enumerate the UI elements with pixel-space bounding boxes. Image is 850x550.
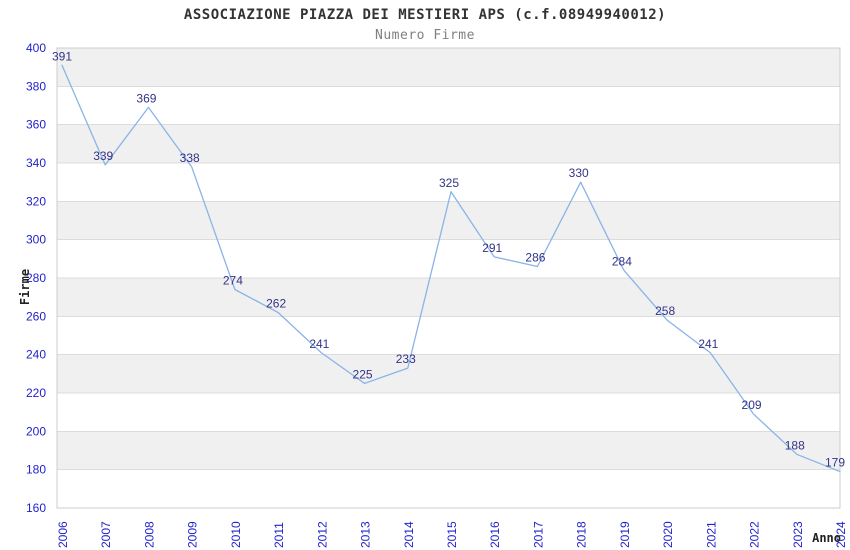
plot-border — [56, 47, 841, 509]
data-label: 225 — [353, 367, 373, 381]
x-tick-label: 2022 — [748, 521, 762, 548]
x-tick-label: 2017 — [531, 521, 545, 548]
data-label: 291 — [482, 241, 502, 255]
x-tick-label: 2010 — [229, 521, 243, 548]
data-label: 391 — [52, 49, 72, 63]
x-tick-label: 2016 — [488, 521, 502, 548]
x-tick-label: 2013 — [359, 521, 373, 548]
data-label: 330 — [569, 166, 589, 180]
y-tick-label: 380 — [26, 79, 46, 93]
data-label: 258 — [655, 304, 675, 318]
data-label: 325 — [439, 176, 459, 190]
x-tick-label: 2015 — [445, 521, 459, 548]
y-tick-label: 200 — [26, 424, 46, 438]
plot-band — [57, 124, 840, 163]
y-tick-label: 320 — [26, 194, 46, 208]
x-tick-label: 2009 — [186, 521, 200, 548]
data-label: 233 — [396, 352, 416, 366]
x-tick-label: 2011 — [272, 522, 286, 548]
data-label: 369 — [136, 91, 156, 105]
y-tick-label: 180 — [26, 463, 46, 477]
y-tick-label: 360 — [26, 118, 46, 132]
y-tick-label: 300 — [26, 233, 46, 247]
x-tick-label: 2020 — [661, 521, 675, 548]
x-tick-label: 2018 — [575, 521, 589, 548]
x-tick-label: 2023 — [791, 521, 805, 548]
x-tick-label: 2021 — [704, 521, 718, 548]
y-tick-label: 220 — [26, 386, 46, 400]
data-label: 286 — [525, 251, 545, 265]
plot-band — [57, 201, 840, 240]
x-tick-label: 2024 — [834, 521, 848, 548]
y-tick-label: 340 — [26, 156, 46, 170]
x-tick-label: 2007 — [99, 521, 113, 548]
x-tick-label: 2012 — [315, 521, 329, 548]
x-axis-title: Anno — [812, 531, 841, 545]
data-label: 179 — [825, 456, 845, 470]
data-label: 188 — [785, 438, 805, 452]
x-tick-label: 2019 — [618, 521, 632, 548]
data-label: 209 — [742, 398, 762, 412]
y-tick-label: 260 — [26, 309, 46, 323]
y-tick-label: 240 — [26, 348, 46, 362]
data-label: 241 — [698, 337, 718, 351]
x-tick-label: 2008 — [142, 521, 156, 548]
plot-band — [57, 354, 840, 393]
series-line — [61, 64, 841, 473]
x-tick-label: 2014 — [402, 521, 416, 548]
data-label: 339 — [93, 149, 113, 163]
x-tick-label: 2006 — [56, 521, 70, 548]
data-label: 262 — [266, 297, 286, 311]
chart-title: ASSOCIAZIONE PIAZZA DEI MESTIERI APS (c.… — [183, 7, 667, 23]
data-label: 284 — [612, 254, 632, 268]
y-tick-label: 280 — [26, 271, 46, 285]
y-tick-label: 160 — [26, 501, 46, 515]
data-label: 338 — [180, 151, 200, 165]
chart-subtitle: Numero Firme — [375, 28, 475, 43]
data-label: 274 — [223, 274, 243, 288]
y-axis-title: Firme — [18, 268, 32, 306]
plot-band — [57, 278, 840, 317]
data-label: 241 — [309, 337, 329, 351]
plot-band — [57, 48, 840, 87]
y-tick-label: 400 — [26, 41, 46, 55]
plot-band — [57, 431, 840, 470]
